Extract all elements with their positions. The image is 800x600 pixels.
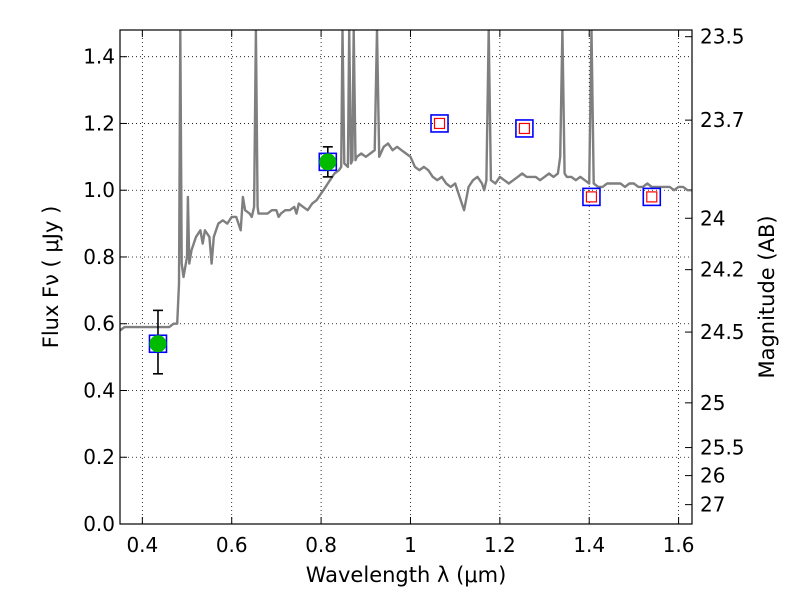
x-axis-label: Wavelength λ (μm)	[306, 563, 507, 587]
model-photometry-marker	[582, 187, 601, 207]
upper-limit-marker	[518, 122, 531, 135]
x-tick-label: 0.8	[305, 533, 337, 557]
y-tick-label: 0.2	[83, 445, 115, 469]
observed-flux-point	[319, 153, 337, 171]
y-tick-label: 1.2	[83, 111, 115, 135]
plot-frame	[119, 29, 693, 525]
y2-tick-label: 24.5	[700, 320, 745, 344]
y2-tick-label: 25	[700, 391, 725, 415]
grid	[120, 30, 692, 525]
x-tick-label: 1.2	[484, 533, 516, 557]
x-tick-label: 0.4	[126, 533, 158, 557]
y-tick-label: 0.8	[83, 245, 115, 269]
y2-tick-label: 25.5	[700, 436, 745, 460]
axis-ticks: 0.4 0.6 0.8 1 1.2 1.4 1.6 0.0 0.2 0.4 0.6 0.8 1.0 1.2…	[83, 25, 744, 557]
model-photometry-marker	[515, 119, 534, 138]
y2-tick-label: 24	[700, 206, 725, 230]
y2-tick-label: 23.5	[700, 25, 745, 49]
model-photometry-marker	[430, 114, 449, 133]
y2-tick-label: 27	[700, 493, 725, 517]
y-axis-label: Flux Fν ( μJy )	[39, 206, 63, 349]
upper-limit-marker	[585, 191, 598, 203]
model-photometry-marker	[642, 187, 662, 207]
y2-axis-label: Magnitude (AB)	[755, 215, 779, 378]
observed-flux-point	[149, 335, 167, 353]
upper-limit-marker	[646, 191, 658, 203]
y-tick-label: 1.4	[83, 45, 115, 69]
x-tick-label: 1.4	[573, 533, 605, 557]
model-spectrum-line	[120, 30, 692, 332]
y-tick-label: 1.0	[83, 178, 115, 202]
y-tick-label: 0.6	[83, 312, 115, 336]
x-tick-label: 1	[404, 533, 417, 557]
plot-series	[120, 30, 692, 375]
upper-limit-marker	[433, 117, 446, 130]
y2-tick-label: 26	[700, 464, 725, 488]
y2-tick-label: 24.2	[700, 258, 745, 282]
y-tick-label: 0.0	[83, 512, 115, 536]
y-tick-label: 0.4	[83, 378, 115, 402]
x-tick-label: 0.6	[216, 533, 248, 557]
x-tick-label: 1.6	[663, 533, 695, 557]
y2-tick-label: 23.7	[700, 108, 745, 132]
